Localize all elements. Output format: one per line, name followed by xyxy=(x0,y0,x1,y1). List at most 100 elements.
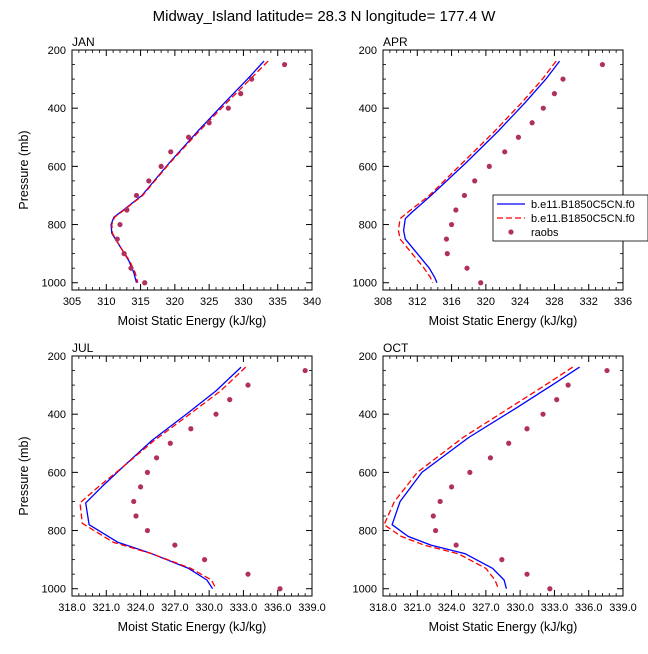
raobs-point xyxy=(133,192,140,199)
x-tick-label: 336 xyxy=(614,296,632,308)
raobs-point xyxy=(144,527,151,534)
raobs-point xyxy=(142,280,148,286)
x-tick-label: 316 xyxy=(442,296,460,308)
series-line-solid xyxy=(391,366,580,589)
x-tick-label: 339.0 xyxy=(609,602,637,614)
x-tick-label: 321.0 xyxy=(404,602,432,614)
raobs-point xyxy=(448,484,455,490)
x-tick-label: 305 xyxy=(63,296,81,308)
y-tick-label: 600 xyxy=(359,161,377,173)
x-tick-label: 318.0 xyxy=(58,602,86,614)
raobs-point xyxy=(144,469,151,475)
figure-title: Midway_Island latitude= 28.3 N longitude… xyxy=(152,8,496,25)
x-tick-label: 320 xyxy=(166,296,184,308)
x-tick-label: 328 xyxy=(545,296,563,308)
raobs-point xyxy=(448,221,455,228)
series-line-dashed xyxy=(397,60,557,283)
x-tick-label: 330.0 xyxy=(506,602,534,614)
x-tick-label: 333.0 xyxy=(230,602,258,614)
series-line-dashed xyxy=(79,366,247,590)
x-tick-label: 330.0 xyxy=(195,602,223,614)
raobs-point xyxy=(430,513,436,519)
raobs-point xyxy=(172,542,178,548)
x-tick-label: 321.0 xyxy=(93,602,121,614)
x-tick-label: 340 xyxy=(303,296,321,308)
raobs-point xyxy=(467,469,473,475)
series-line-dashed xyxy=(383,366,574,589)
plot-frame xyxy=(382,355,624,597)
y-tick-label: 200 xyxy=(48,351,66,363)
raobs-point xyxy=(444,251,450,257)
raobs-point xyxy=(453,542,459,548)
raobs-point xyxy=(487,455,494,461)
raobs-point xyxy=(114,236,120,242)
raobs-point xyxy=(167,440,173,446)
y-tick-label: 1000 xyxy=(42,584,66,596)
x-tick-label: 327.0 xyxy=(161,602,189,614)
x-axis-label: Moist Static Energy (kJ/kg) xyxy=(429,620,578,634)
raobs-point xyxy=(146,178,152,184)
raobs-point xyxy=(524,571,530,577)
x-tick-label: 327.0 xyxy=(472,602,500,614)
raobs-point xyxy=(551,91,558,97)
raobs-point xyxy=(277,586,283,592)
raobs-point xyxy=(206,120,212,126)
y-tick-label: 800 xyxy=(48,220,66,232)
y-tick-label: 200 xyxy=(359,45,377,57)
y-tick-label: 400 xyxy=(48,103,66,115)
x-tick-label: 320 xyxy=(477,296,495,308)
series-line-dashed xyxy=(111,60,269,283)
plot-frame xyxy=(382,49,624,291)
y-tick-label: 1000 xyxy=(353,278,377,290)
series-line-solid xyxy=(402,60,561,283)
x-axis-label: Moist Static Energy (kJ/kg) xyxy=(118,620,267,634)
x-tick-label: 325 xyxy=(200,296,218,308)
raobs-point xyxy=(540,105,546,111)
y-tick-label: 200 xyxy=(48,45,66,57)
x-tick-label: 335 xyxy=(269,296,287,308)
y-tick-label: 600 xyxy=(48,161,66,173)
raobs-point xyxy=(453,207,459,213)
panel-title: JUL xyxy=(72,341,94,355)
raobs-point xyxy=(540,411,546,417)
raobs-point xyxy=(461,192,468,199)
raobs-point xyxy=(117,221,123,228)
x-tick-label: 330 xyxy=(234,296,252,308)
raobs-point xyxy=(227,397,233,403)
legend: b.e11.B1850C5CN.f0 b.e11.B1850C5CN.f0 raob… xyxy=(492,194,648,242)
raobs-point xyxy=(472,178,478,184)
raobs-point xyxy=(443,236,450,242)
y-tick-label: 1000 xyxy=(353,584,377,596)
raobs-point xyxy=(464,265,470,271)
x-tick-label: 310 xyxy=(97,296,115,308)
legend-marker xyxy=(508,229,514,235)
raobs-point xyxy=(499,557,505,563)
y-tick-label: 400 xyxy=(48,409,66,421)
raobs-point xyxy=(249,76,255,82)
raobs-point xyxy=(185,134,192,140)
raobs-point xyxy=(245,382,251,388)
raobs-point xyxy=(547,586,553,592)
plot-frame xyxy=(71,355,313,597)
x-tick-label: 318.0 xyxy=(369,602,397,614)
panel-title: JAN xyxy=(72,35,95,49)
panel-title: OCT xyxy=(383,341,409,355)
raobs-point xyxy=(124,207,130,213)
x-tick-label: 312 xyxy=(408,296,426,308)
raobs-point xyxy=(302,367,308,374)
raobs-point xyxy=(281,61,288,68)
raobs-point xyxy=(554,397,560,403)
x-tick-label: 315 xyxy=(131,296,149,308)
raobs-point xyxy=(432,527,439,534)
x-tick-label: 336.0 xyxy=(264,602,292,614)
panel-oct: OCT 318.0 321.0 324.0 327.0 330.0 333.0 336.0 33… xyxy=(353,341,637,634)
raobs-point xyxy=(245,571,251,577)
raobs-point xyxy=(604,367,610,374)
raobs-point xyxy=(168,149,174,155)
raobs-point xyxy=(158,163,164,169)
raobs-point xyxy=(225,105,231,111)
raobs-point xyxy=(599,61,606,68)
raobs-point xyxy=(565,382,571,388)
